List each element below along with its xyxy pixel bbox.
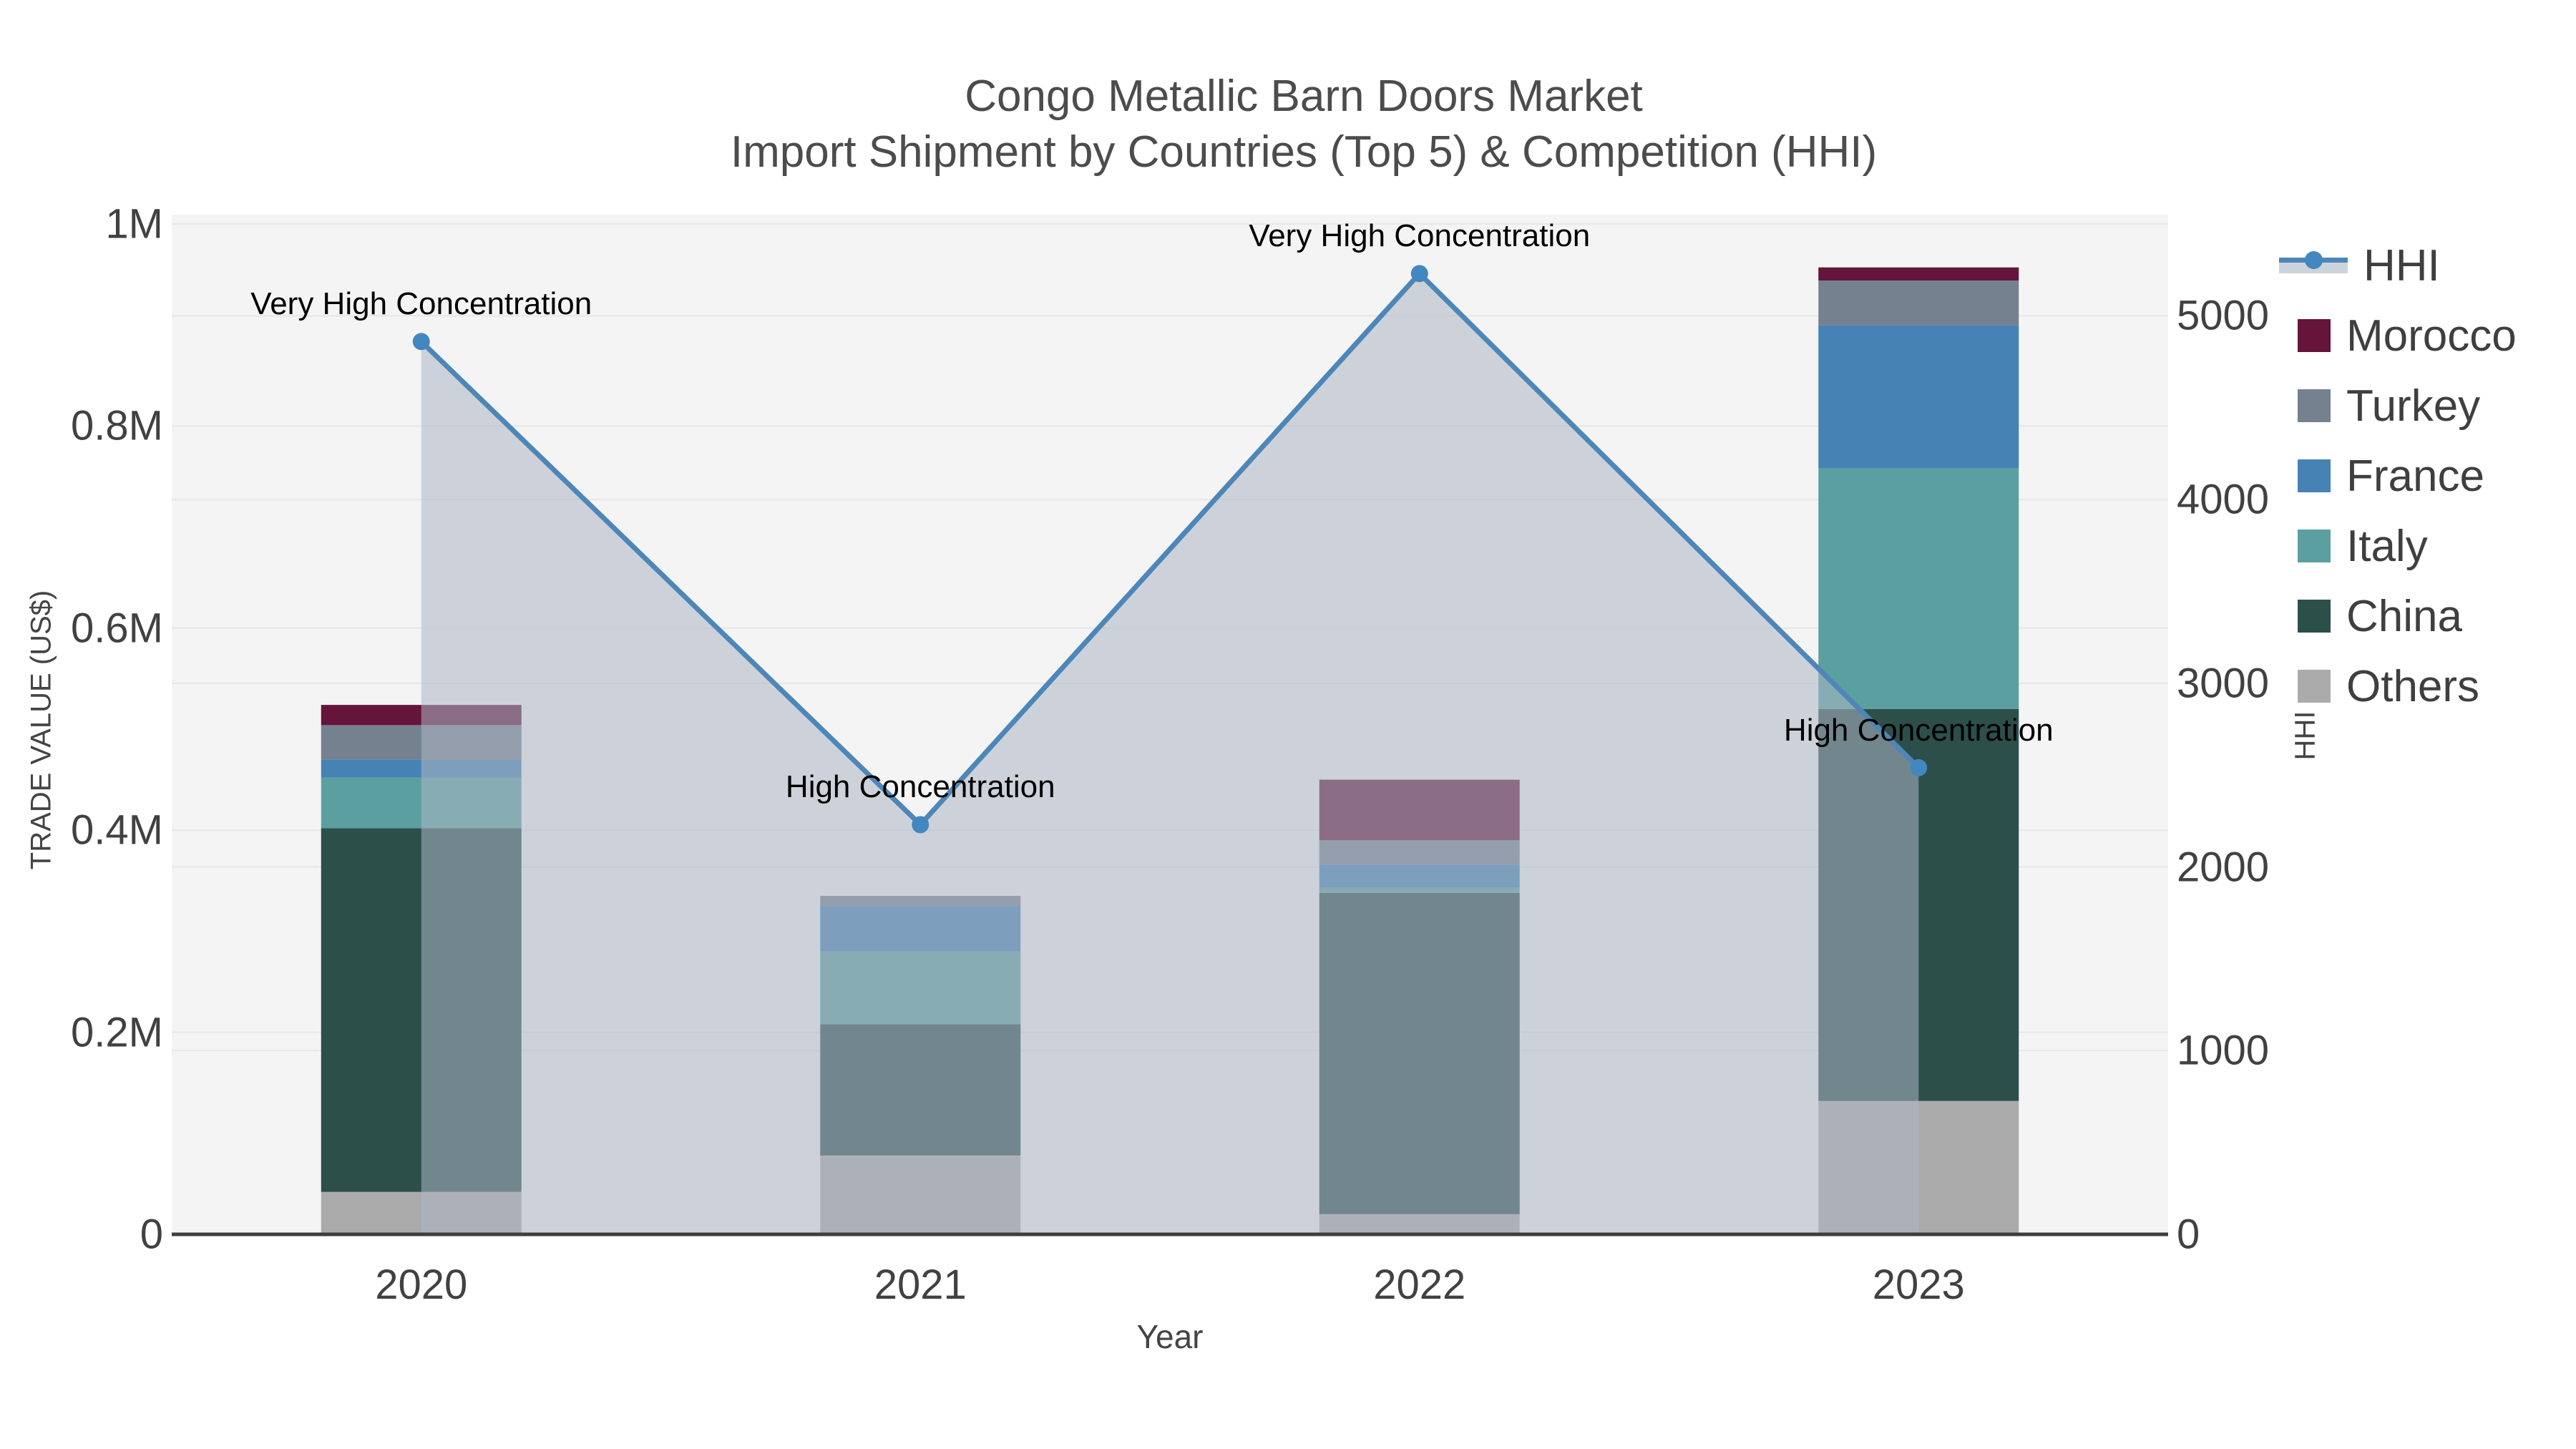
- legend-item-turkey[interactable]: Turkey: [2279, 371, 2517, 441]
- hhi-line: [419, 270, 1921, 829]
- legend-item-hhi[interactable]: HHI: [2279, 230, 2517, 301]
- chart-title: Congo Metallic Barn Doors Market Import …: [731, 69, 1877, 180]
- annotation-2021: High Concentration: [785, 769, 1055, 805]
- hhi-area-fill: [421, 273, 1919, 1234]
- hhi-marker-2022: [1410, 265, 1428, 283]
- bar-segment-italy-2023: [1818, 468, 2019, 709]
- annotation-2022: Very High Concentration: [1249, 218, 1591, 254]
- left-tick-0.6M: 0.6M: [71, 605, 163, 652]
- left-tick-0.8M: 0.8M: [71, 402, 163, 449]
- legend-swatch-turkey: [2298, 389, 2331, 422]
- bar-segment-morocco-2023: [1818, 267, 2019, 281]
- legend-item-italy[interactable]: Italy: [2279, 511, 2517, 581]
- legend-swatch-france: [2298, 459, 2331, 492]
- chart-title-line2: Import Shipment by Countries (Top 5) & C…: [730, 127, 1878, 177]
- hhi-marker-2020: [412, 333, 430, 351]
- bar-segment-france-2023: [1818, 325, 2019, 469]
- x-axis-title: Year: [1136, 1318, 1204, 1355]
- legend-label-france: France: [2346, 451, 2484, 501]
- right-tick-5000: 5000: [2177, 292, 2270, 339]
- x-tick-2023: 2023: [1872, 1262, 1965, 1308]
- left-tick-0.4M: 0.4M: [71, 806, 163, 854]
- legend-label-italy: Italy: [2346, 521, 2428, 571]
- left-tick-0: 0: [140, 1211, 163, 1258]
- legend-label-others: Others: [2346, 661, 2480, 711]
- legend-swatch-italy: [2298, 530, 2331, 562]
- chart-title-line1: Congo Metallic Barn Doors Market: [965, 72, 1643, 121]
- legend-label-morocco: Morocco: [2346, 311, 2517, 361]
- legend-item-france[interactable]: France: [2279, 441, 2517, 511]
- hhi-line-icon: [2279, 248, 2348, 283]
- legend: HHI Morocco Turkey France Italy China Others: [2279, 230, 2517, 721]
- right-tick-3000: 3000: [2177, 660, 2270, 707]
- hhi-marker-2023: [1910, 758, 1928, 776]
- legend-label-hhi: HHI: [2363, 240, 2440, 291]
- annotation-2020: Very High Concentration: [250, 286, 592, 322]
- left-tick-1M: 1M: [105, 200, 163, 248]
- legend-swatch-morocco: [2298, 319, 2331, 352]
- x-tick-2020: 2020: [375, 1262, 468, 1308]
- right-tick-1000: 1000: [2177, 1027, 2270, 1074]
- hhi-marker-2021: [912, 816, 930, 834]
- legend-label-turkey: Turkey: [2346, 381, 2481, 431]
- legend-item-others[interactable]: Others: [2279, 651, 2517, 721]
- bar-segment-turkey-2023: [1818, 280, 2019, 326]
- x-tick-2021: 2021: [874, 1262, 967, 1308]
- x-tick-2022: 2022: [1373, 1262, 1466, 1308]
- annotation-2023: High Concentration: [1783, 712, 2054, 748]
- legend-swatch-others: [2298, 670, 2331, 703]
- right-tick-2000: 2000: [2177, 844, 2270, 891]
- legend-swatch-china: [2298, 600, 2331, 633]
- left-tick-0.2M: 0.2M: [71, 1009, 163, 1056]
- right-tick-4000: 4000: [2177, 476, 2270, 523]
- legend-item-china[interactable]: China: [2279, 581, 2517, 651]
- legend-label-china: China: [2346, 591, 2462, 641]
- legend-item-morocco[interactable]: Morocco: [2279, 301, 2517, 371]
- right-tick-0: 0: [2177, 1211, 2200, 1258]
